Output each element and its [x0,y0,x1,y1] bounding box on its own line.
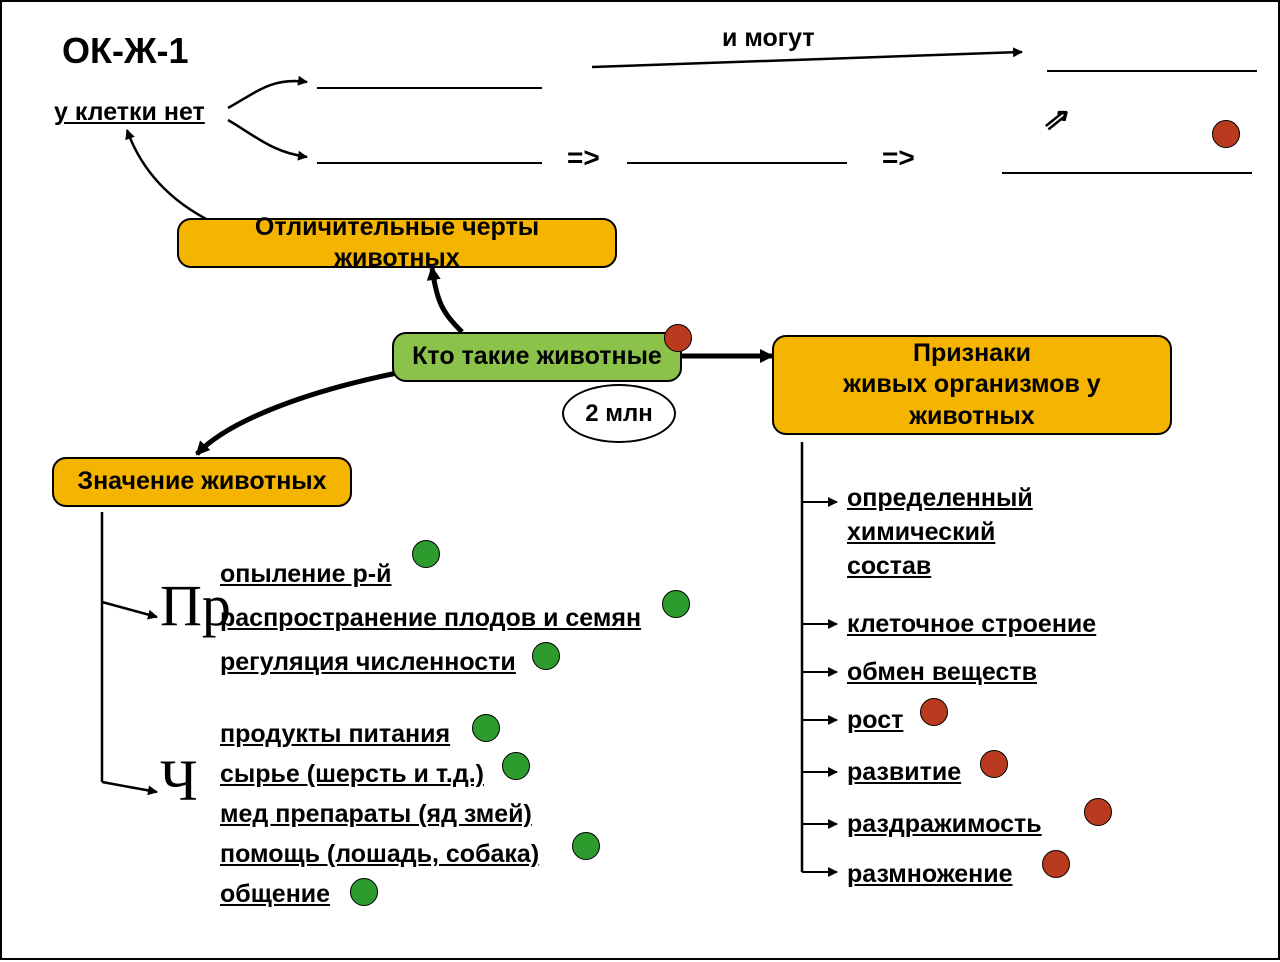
cell-no-label: у клетки нет [54,98,205,127]
signs-item: обмен веществ [847,658,1037,687]
signs-item: размножение [847,860,1013,889]
blank-2 [627,162,847,164]
signs-item: клеточное строение [847,610,1096,639]
meaning-pr-item: распространение плодов и семян [220,604,641,633]
blank-1b [317,162,542,164]
signs-item: раздражимость [847,810,1042,839]
meaning-ch-item: сырье (шерсть и т.д.) [220,760,484,789]
red-dot-icon [1084,798,1112,826]
red-dot-icon [980,750,1008,778]
box-signs-of-living: Признаки живых организмов у животных [772,335,1172,435]
implication-2: => [882,142,915,174]
box-who-are-animals: Кто такие животные [392,332,682,382]
green-dot-icon [572,832,600,860]
green-dot-icon [662,590,690,618]
green-dot-icon [532,642,560,670]
red-dot-icon [664,324,692,352]
signs-item: рост [847,706,903,735]
meaning-ch-item: мед препараты (яд змей) [220,800,532,829]
oval-two-million: 2 млн [562,384,676,443]
meaning-ch-item: продукты питания [220,720,450,749]
implication-1: => [567,142,600,174]
blank-top-right [1047,70,1257,72]
red-dot-icon [1212,120,1240,148]
green-dot-icon [472,714,500,742]
box-meaning: Значение животных [52,457,352,507]
red-dot-icon [1042,850,1070,878]
zigzag-icon: ⇗ [1042,102,1067,137]
meaning-pr-item: опыление р-й [220,560,391,589]
meaning-ch-item: помощь (лошадь, собака) [220,840,539,869]
signs-item: определенный химический состав [847,482,1033,583]
meaning-pr-item: регуляция численности [220,648,516,677]
red-dot-icon [920,698,948,726]
blank-3 [1002,172,1252,174]
green-dot-icon [412,540,440,568]
meaning-ch-item: общение [220,880,330,909]
box-distinctive-features: Отличительные черты животных [177,218,617,268]
green-dot-icon [502,752,530,780]
and-can-label: и могут [722,24,815,53]
signs-item: развитие [847,758,961,787]
blank-1a [317,87,542,89]
ch-symbol: Ч [160,747,198,814]
green-dot-icon [350,878,378,906]
page-title: ОК-Ж-1 [62,30,189,72]
